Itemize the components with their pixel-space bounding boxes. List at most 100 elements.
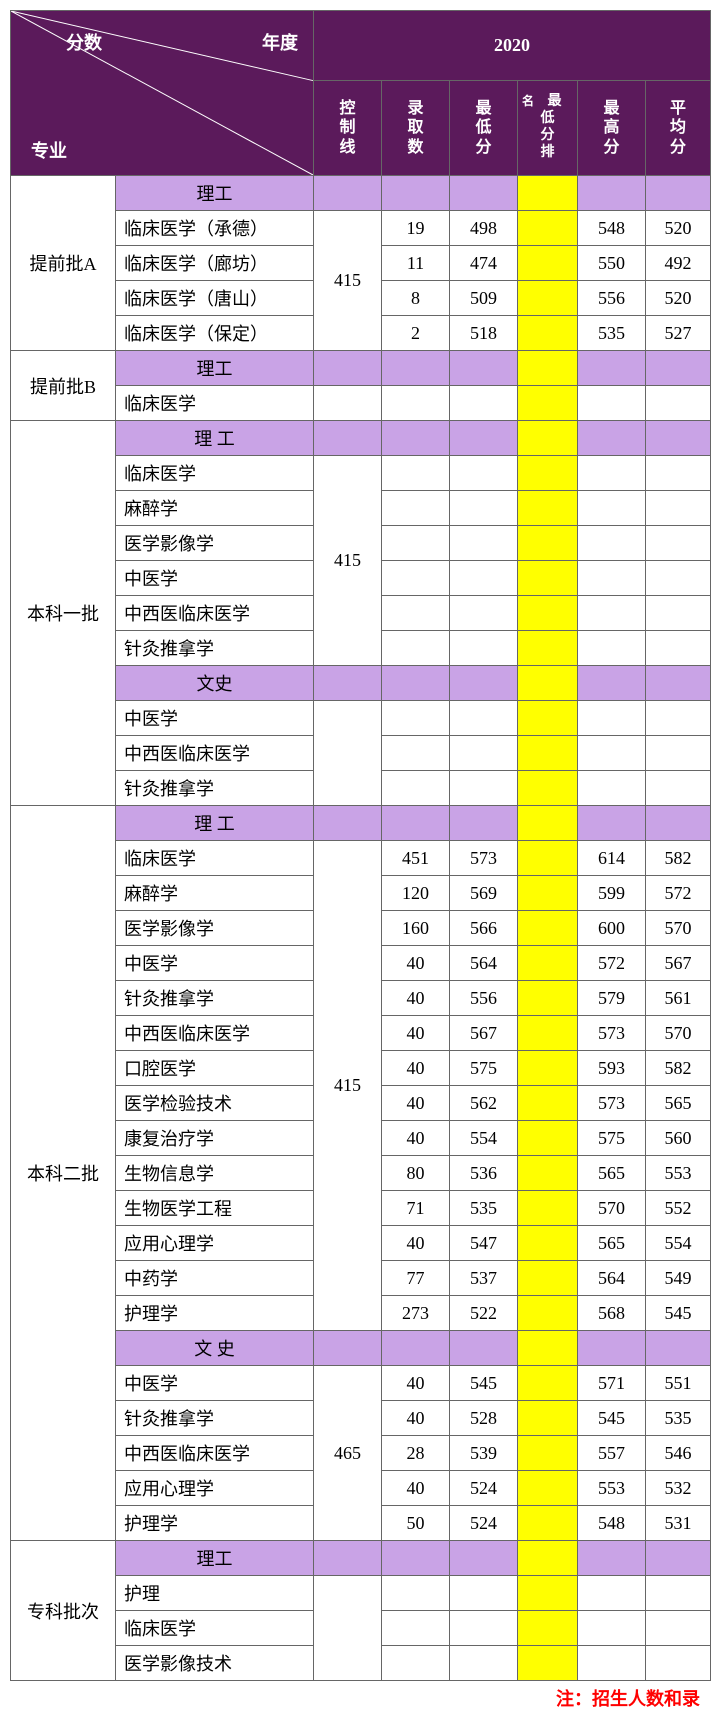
cell-rank — [518, 1611, 578, 1646]
category-header-cell — [646, 1331, 711, 1366]
cell-avg: 582 — [646, 1051, 711, 1086]
major-name: 麻醉学 — [116, 491, 314, 526]
cell-min: 509 — [450, 281, 518, 316]
cell-rank — [518, 1296, 578, 1331]
cell-min: 556 — [450, 981, 518, 1016]
col-header: 控制线 — [314, 81, 382, 176]
cell-num — [382, 526, 450, 561]
cell-rank — [518, 1506, 578, 1541]
cell-max: 593 — [578, 1051, 646, 1086]
cell-avg: 535 — [646, 1401, 711, 1436]
cell-avg: 561 — [646, 981, 711, 1016]
category-header: 理工 — [116, 1541, 314, 1576]
cell-max — [578, 631, 646, 666]
cell-rank — [518, 211, 578, 246]
footnote: 注：招生人数和录 — [10, 1681, 710, 1711]
category-header: 文史 — [116, 666, 314, 701]
cell-avg: 551 — [646, 1366, 711, 1401]
major-name: 临床医学（保定） — [116, 316, 314, 351]
batch-label: 本科二批 — [11, 806, 116, 1541]
cell-min — [450, 491, 518, 526]
table-header: 分数 年度 专业 2020 控制线录取数最低分名最低分排最高分平均分 — [11, 11, 711, 176]
control-line: 415 — [314, 211, 382, 351]
cell-min: 575 — [450, 1051, 518, 1086]
category-header: 文 史 — [116, 1331, 314, 1366]
cell-max: 557 — [578, 1436, 646, 1471]
cell-avg: 546 — [646, 1436, 711, 1471]
category-header-cell — [518, 351, 578, 386]
cell-num: 40 — [382, 1226, 450, 1261]
cell-avg: 520 — [646, 211, 711, 246]
cell-max: 550 — [578, 246, 646, 281]
major-name: 中西医临床医学 — [116, 596, 314, 631]
table-row: 护理 — [11, 1576, 711, 1611]
cell-rank — [518, 1261, 578, 1296]
cell-num: 28 — [382, 1436, 450, 1471]
major-name: 中西医临床医学 — [116, 1436, 314, 1471]
cell-max: 573 — [578, 1086, 646, 1121]
cell-num: 40 — [382, 946, 450, 981]
table-row: 中医学46540545571551 — [11, 1366, 711, 1401]
cell-rank — [518, 701, 578, 736]
cell-rank — [518, 1226, 578, 1261]
cell-rank — [518, 1051, 578, 1086]
cell-num: 77 — [382, 1261, 450, 1296]
category-header-cell — [314, 351, 382, 386]
cell-avg: 520 — [646, 281, 711, 316]
category-header-cell — [578, 1541, 646, 1576]
major-name: 麻醉学 — [116, 876, 314, 911]
cell-max — [578, 561, 646, 596]
cell-num — [382, 596, 450, 631]
control-line — [314, 386, 382, 421]
cell-min: 536 — [450, 1156, 518, 1191]
category-header-cell — [646, 666, 711, 701]
category-header-cell — [314, 176, 382, 211]
cell-min — [450, 1611, 518, 1646]
category-header-cell — [314, 1541, 382, 1576]
cell-num — [382, 1576, 450, 1611]
major-name: 中医学 — [116, 561, 314, 596]
major-name: 护理 — [116, 1576, 314, 1611]
category-header-cell — [450, 1541, 518, 1576]
category-header-cell — [578, 351, 646, 386]
control-line — [314, 1576, 382, 1681]
cell-max: 535 — [578, 316, 646, 351]
cell-min: 528 — [450, 1401, 518, 1436]
category-header-cell — [450, 176, 518, 211]
cell-rank — [518, 1471, 578, 1506]
cell-rank — [518, 1086, 578, 1121]
major-name: 中西医临床医学 — [116, 1016, 314, 1051]
cell-min — [450, 1576, 518, 1611]
batch-label: 专科批次 — [11, 1541, 116, 1681]
control-line: 415 — [314, 456, 382, 666]
cell-num: 40 — [382, 1471, 450, 1506]
col-header: 平均分 — [646, 81, 711, 176]
col-header: 名最低分排 — [518, 81, 578, 176]
category-header-cell — [314, 666, 382, 701]
major-name: 医学影像技术 — [116, 1646, 314, 1681]
cell-min: 554 — [450, 1121, 518, 1156]
cell-avg — [646, 456, 711, 491]
category-header: 理工 — [116, 351, 314, 386]
cell-rank — [518, 876, 578, 911]
cell-max: 568 — [578, 1296, 646, 1331]
cell-avg — [646, 736, 711, 771]
cell-num: 71 — [382, 1191, 450, 1226]
cell-min: 498 — [450, 211, 518, 246]
cell-max: 548 — [578, 1506, 646, 1541]
major-name: 医学影像学 — [116, 526, 314, 561]
cell-max: 565 — [578, 1156, 646, 1191]
major-name: 临床医学（唐山） — [116, 281, 314, 316]
cell-max: 571 — [578, 1366, 646, 1401]
cell-max: 545 — [578, 1401, 646, 1436]
header-year: 2020 — [314, 11, 711, 81]
cell-rank — [518, 946, 578, 981]
cell-min: 474 — [450, 246, 518, 281]
cell-max: 599 — [578, 876, 646, 911]
major-name: 临床医学 — [116, 456, 314, 491]
major-name: 康复治疗学 — [116, 1121, 314, 1156]
cell-rank — [518, 386, 578, 421]
cell-num — [382, 631, 450, 666]
cell-max: 556 — [578, 281, 646, 316]
category-header-cell — [314, 806, 382, 841]
